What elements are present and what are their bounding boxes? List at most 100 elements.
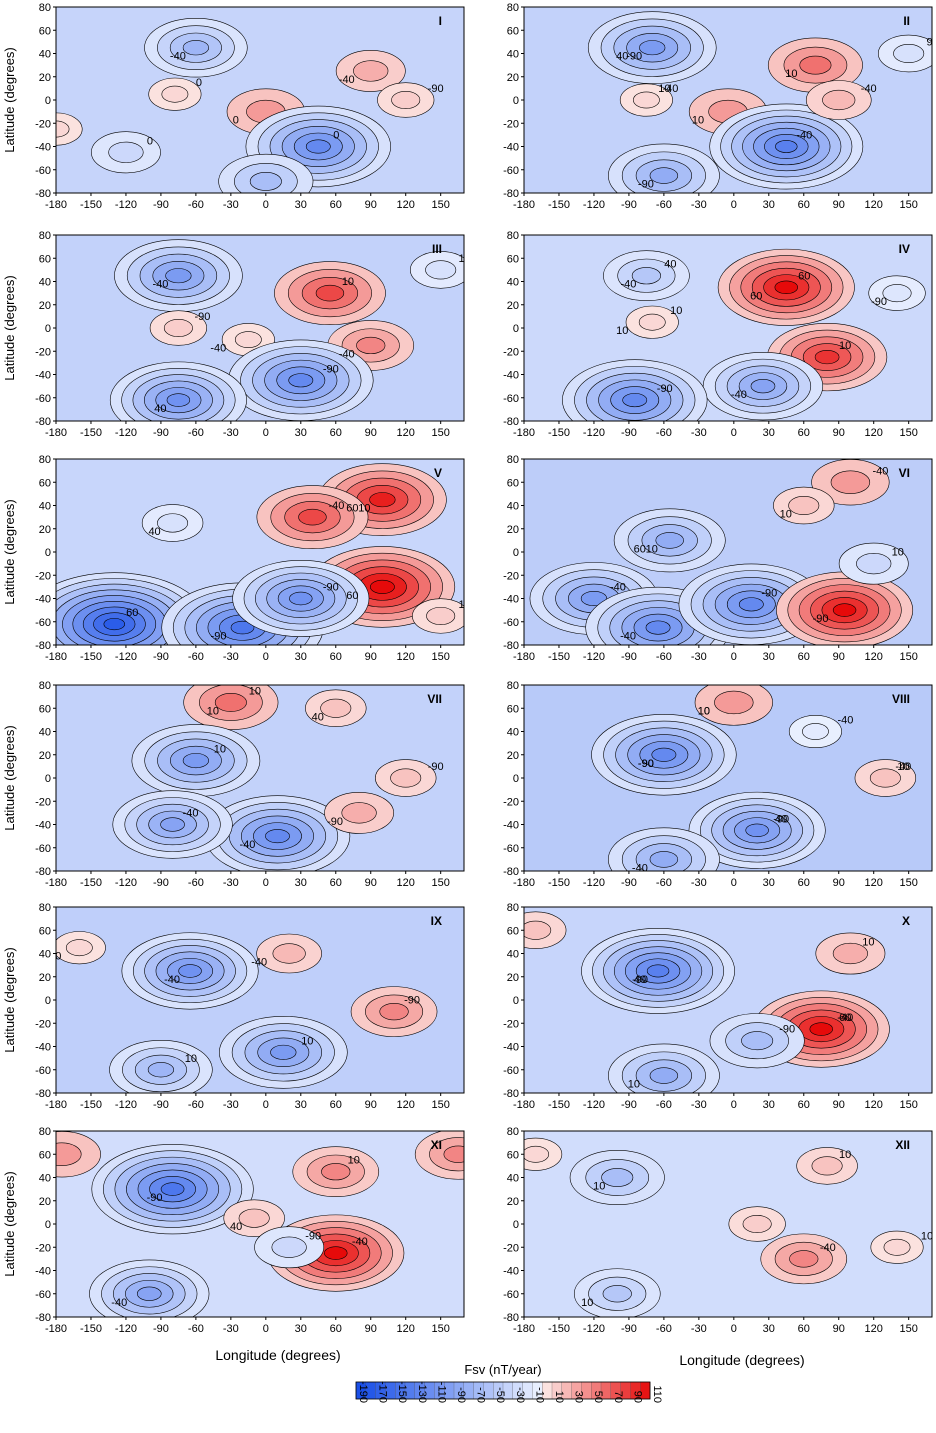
field-features [56,1131,464,1317]
feature-low-3 [112,790,233,859]
feature-high-6 [56,112,83,146]
contour-band [305,139,331,154]
x-tick-label: 150 [900,199,918,211]
panel-iv: -40 10 60 10 -40 -90 -90 40 10 60 IV 80 60 40 20 0 -20 -4… [503,230,933,439]
y-tick-label: -20 [35,118,51,130]
x-tick-label: 90 [833,877,845,889]
x-tick-label: -30 [691,1099,707,1111]
x-tick-label: 60 [330,1099,342,1111]
contour-label: 60 [634,543,646,555]
feature-high-6 [223,1199,285,1237]
y-tick-label: 0 [513,547,519,559]
y-tick-label: 80 [39,680,51,692]
contour-band [883,1238,911,1256]
x-tick-label: 30 [295,427,307,439]
x-tick-label: 0 [263,651,269,663]
x-tick-label: 60 [330,427,342,439]
contour-label: 40 [312,711,324,723]
field-features [529,459,914,645]
contour-label: 10 [482,1137,494,1149]
x-tick-label: 60 [330,1323,342,1335]
x-tick-label: 150 [432,427,450,439]
feature-low-4 [702,352,824,421]
contour-label: -40 [837,715,853,727]
y-axis-title: Latitude (degrees) [2,725,17,831]
feature-low-0 [581,928,735,1014]
y-tick-label: 60 [39,925,51,937]
x-tick-label: 0 [731,651,737,663]
x-tick-label: -60 [656,651,672,663]
x-tick-label: 120 [397,199,415,211]
colorbar-frame [355,1381,651,1400]
x-tick-label: 150 [900,427,918,439]
contour-label: -40 [339,74,355,86]
field-features [56,17,435,193]
feature-high-5 [870,1230,924,1264]
contour-band [157,513,189,533]
y-tick-label: 40 [39,1173,51,1185]
feature-low-3 [709,103,864,190]
contour-label: 10 [185,1053,197,1065]
contour-band [271,1236,307,1258]
x-tick-label: 120 [397,651,415,663]
x-tick-label: -120 [115,877,137,889]
y-tick-label: -80 [503,416,519,428]
y-tick-label: -80 [503,1088,519,1100]
x-tick-label: -150 [80,651,102,663]
x-tick-label: 90 [365,1323,377,1335]
contour-label: -40 [837,1012,853,1024]
x-tick-label: -60 [656,1323,672,1335]
y-tick-label: 80 [507,454,519,466]
x-tick-label: 150 [900,1323,918,1335]
x-tick-label: -120 [583,199,605,211]
y-tick-label: 20 [39,1196,51,1208]
x-tick-label: 60 [330,651,342,663]
contour-label: 40 [664,259,676,271]
x-tick-label: 30 [295,199,307,211]
contour-labels: 10 10 -40 -40 -90 -90 40 10 [183,685,444,851]
contour-label: -90 [773,813,789,825]
y-tick-label: -80 [503,640,519,652]
colorbar-tick-label: -50 [494,1387,506,1403]
y-tick-label: -20 [503,796,519,808]
contour-label: 10 [593,1181,605,1193]
y-tick-label: 40 [39,49,51,61]
x-tick-label: -150 [80,1323,102,1335]
contour-band [750,379,776,394]
x-tick-label: -120 [583,877,605,889]
feature-high-5 [805,80,872,120]
feature-low-7 [838,542,909,585]
panel-vi: 10-40-40-90-90-40101060VI806040200-20-40… [503,454,933,663]
contour-label: 40 [148,526,160,538]
contour-band [182,40,209,56]
contour-label: -40 [164,974,180,986]
contour-label: -90 [194,311,210,323]
x-tick-label: 150 [432,199,450,211]
y-tick-label: -20 [35,1018,51,1030]
contour-labels: -40 10 60 10 -40 -90 -90 40 10 60 [616,259,887,401]
feature-low-0 [121,932,259,1010]
contour-label: -90 [638,179,654,191]
x-tick-label: 60 [798,877,810,889]
field-features [56,463,464,645]
x-tick-label: -60 [188,199,204,211]
y-tick-label: -60 [503,1065,519,1077]
y-tick-label: 60 [39,1149,51,1161]
contour-label: -90 [657,383,673,395]
contour-band [161,85,189,103]
y-tick-label: 40 [507,277,519,289]
feature-low-0 [114,239,243,312]
feature-low-0 [587,11,717,84]
x-tick-label: -150 [548,877,570,889]
feature-high-1 [149,310,207,346]
feature-low-0 [613,508,726,573]
contour-band [882,284,912,303]
contour-label: 60 [346,503,358,515]
contour-band [622,393,648,408]
contour-band [369,579,395,594]
contour-band [56,1142,82,1166]
x-tick-label: 60 [330,199,342,211]
colorbar-tick-label: 110 [651,1385,663,1403]
